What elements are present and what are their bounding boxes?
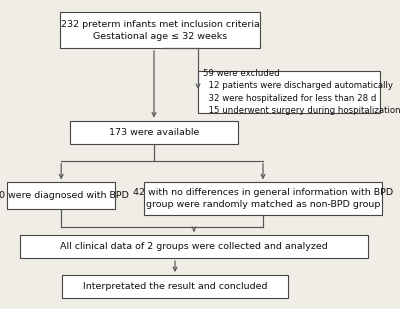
Text: 232 preterm infants met inclusion criteria
Gestational age ≤ 32 weeks: 232 preterm infants met inclusion criter…	[60, 19, 260, 41]
Text: All clinical data of 2 groups were collected and analyzed: All clinical data of 2 groups were colle…	[60, 242, 328, 251]
FancyBboxPatch shape	[60, 12, 260, 48]
Text: Interpretated the result and concluded: Interpretated the result and concluded	[83, 282, 267, 291]
FancyBboxPatch shape	[198, 71, 380, 113]
Text: 42 with no differences in general information with BPD
group were randomly match: 42 with no differences in general inform…	[133, 188, 393, 209]
Text: 40 were diagnosed with BPD: 40 were diagnosed with BPD	[0, 191, 129, 200]
FancyBboxPatch shape	[20, 235, 368, 258]
FancyBboxPatch shape	[144, 182, 382, 215]
Text: 59 were excluded
  12 patients were discharged automatically
  32 were hospitali: 59 were excluded 12 patients were discha…	[203, 69, 400, 115]
Text: 173 were available: 173 were available	[109, 128, 199, 137]
FancyBboxPatch shape	[70, 121, 238, 144]
FancyBboxPatch shape	[62, 275, 288, 298]
FancyBboxPatch shape	[7, 182, 115, 209]
